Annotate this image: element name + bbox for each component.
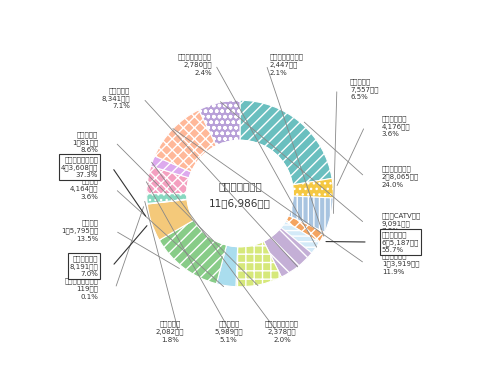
Text: データベース情報
2,780億円
2.4%: データベース情報 2,780億円 2.4%	[178, 54, 212, 76]
Wedge shape	[159, 220, 227, 284]
Circle shape	[187, 140, 293, 247]
Wedge shape	[147, 199, 187, 204]
Wedge shape	[264, 228, 312, 277]
Wedge shape	[147, 199, 194, 240]
Text: ゲームソフト
1兆3,919億円
11.9%: ゲームソフト 1兆3,919億円 11.9%	[382, 252, 420, 274]
Wedge shape	[236, 241, 281, 287]
Text: ネットオリジナル
2,447億円
2.1%: ネットオリジナル 2,447億円 2.1%	[270, 54, 304, 76]
Wedge shape	[281, 221, 319, 253]
Text: 音声系ソフト
8,191億円
7.0%: 音声系ソフト 8,191億円 7.0%	[70, 255, 98, 277]
Wedge shape	[292, 178, 333, 198]
Text: テキスト系ソフト
4兆3,608億円
37.3%: テキスト系ソフト 4兆3,608億円 37.3%	[61, 156, 98, 178]
Text: 衛星・CATV放送
9,091億円
7.8%: 衛星・CATV放送 9,091億円 7.8%	[382, 212, 421, 235]
Text: ラジオ番組
2,082億円
1.8%: ラジオ番組 2,082億円 1.8%	[156, 320, 184, 342]
Wedge shape	[240, 100, 332, 185]
Text: 11兆6,986億円: 11兆6,986億円	[209, 198, 271, 208]
Wedge shape	[199, 100, 240, 146]
Wedge shape	[147, 194, 187, 204]
Text: 雑誌ソフト
1兆81億円
8.6%: 雑誌ソフト 1兆81億円 8.6%	[72, 131, 98, 153]
Wedge shape	[285, 216, 325, 243]
Wedge shape	[288, 196, 333, 232]
Text: ビデオソフト
4,176億円
3.6%: ビデオソフト 4,176億円 3.6%	[382, 115, 410, 137]
Text: ネットオリジナル
2,378億円
2.0%: ネットオリジナル 2,378億円 2.0%	[265, 320, 299, 342]
Text: 書籍ソフト
8,341億円
7.1%: 書籍ソフト 8,341億円 7.1%	[101, 87, 130, 110]
Text: 音楽ソフト
5,989億円
5.1%: 音楽ソフト 5,989億円 5.1%	[215, 320, 243, 342]
Text: ネットオリジナル
119億円
0.1%: ネットオリジナル 119億円 0.1%	[64, 277, 98, 300]
Text: 映像系ソフト
6兆5,187億円
55.7%: 映像系ソフト 6兆5,187億円 55.7%	[382, 231, 419, 253]
Text: 新聞記事
1兆5,795億円
13.5%: 新聞記事 1兆5,795億円 13.5%	[61, 220, 98, 242]
Text: コミック
4,164億円
3.6%: コミック 4,164億円 3.6%	[70, 178, 98, 200]
Text: 地上テレビ番組
2兆8,065億円
24.0%: 地上テレビ番組 2兆8,065億円 24.0%	[382, 166, 419, 188]
Wedge shape	[151, 156, 192, 178]
Text: コンテンツ市場: コンテンツ市場	[218, 181, 262, 191]
Wedge shape	[216, 245, 238, 287]
Wedge shape	[147, 166, 189, 194]
Text: 映画ソフト
7,557億円
6.5%: 映画ソフト 7,557億円 6.5%	[350, 78, 379, 100]
Wedge shape	[155, 110, 216, 172]
